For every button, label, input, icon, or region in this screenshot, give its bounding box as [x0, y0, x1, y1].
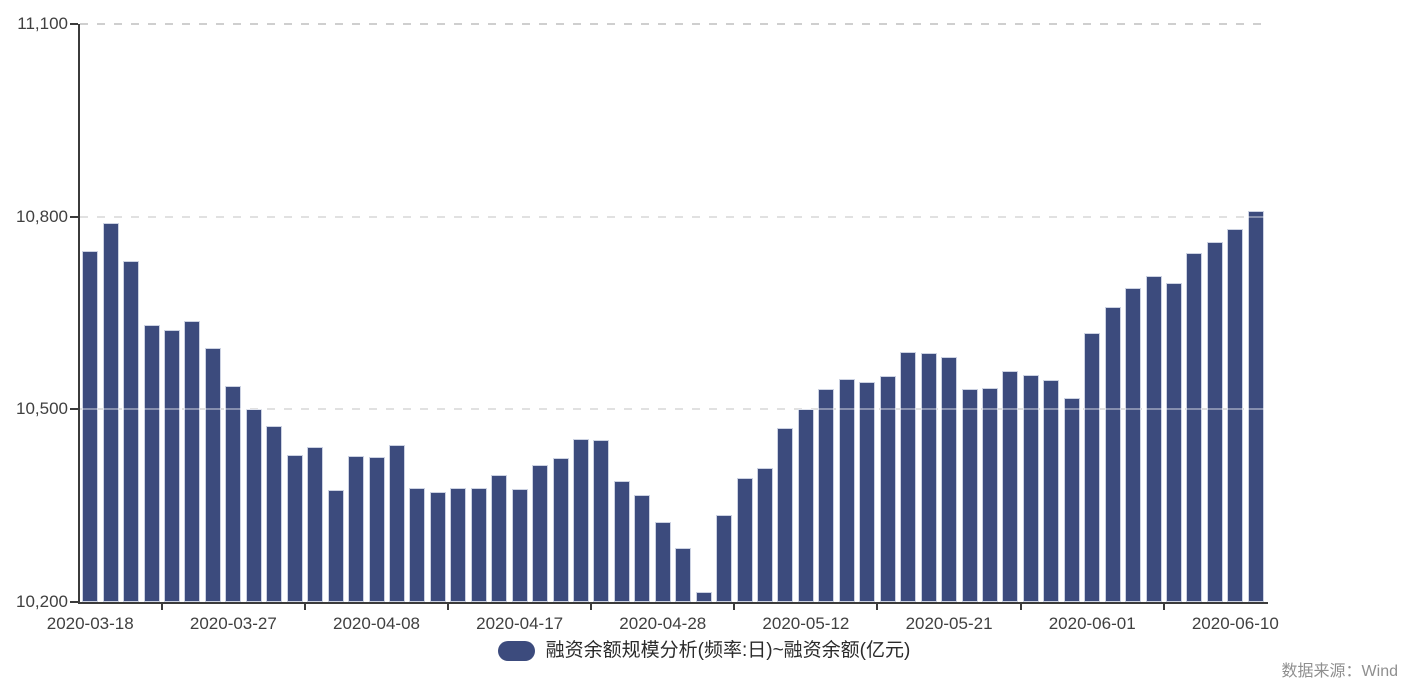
bar[interactable]	[572, 438, 589, 602]
x-axis-tick-label: 2020-03-18	[46, 614, 134, 633]
bar[interactable]	[1247, 210, 1264, 602]
bar[interactable]	[654, 521, 671, 602]
bar[interactable]	[777, 427, 794, 602]
x-axis-tick-label: 2020-04-08	[333, 614, 420, 633]
bar[interactable]	[491, 474, 508, 602]
bar[interactable]	[920, 352, 937, 602]
bar[interactable]	[1104, 306, 1121, 602]
bar[interactable]	[204, 347, 221, 602]
bar[interactable]	[838, 378, 855, 602]
x-axis-tick	[590, 604, 593, 610]
bar[interactable]	[593, 439, 610, 602]
bar[interactable]	[1145, 275, 1162, 602]
x-axis-tick	[733, 604, 736, 610]
data-source-label: 数据来源：Wind	[1281, 663, 1398, 680]
bar[interactable]	[266, 426, 283, 602]
bar[interactable]	[1043, 379, 1060, 602]
y-axis-tick-label: 10,500	[16, 399, 68, 419]
gridline-overlay	[80, 215, 1266, 218]
bar[interactable]	[859, 382, 876, 602]
bar[interactable]	[164, 329, 181, 602]
x-axis-tick-label: 2020-05-12	[762, 614, 850, 633]
x-axis-tick-label: 2020-04-28	[619, 614, 707, 633]
gridline	[80, 215, 1266, 218]
bar[interactable]	[348, 455, 365, 602]
y-axis-line	[78, 24, 80, 604]
bar[interactable]	[1125, 287, 1142, 602]
x-axis-tick	[303, 604, 306, 610]
bar[interactable]	[123, 260, 140, 602]
bar[interactable]	[1206, 241, 1223, 602]
gridline	[80, 23, 1266, 25]
bar[interactable]	[797, 408, 814, 602]
x-axis-line	[78, 602, 1268, 604]
bar[interactable]	[1227, 228, 1244, 602]
legend-swatch-icon	[497, 641, 535, 661]
bar[interactable]	[1165, 282, 1182, 602]
bar[interactable]	[511, 488, 528, 602]
x-axis-tick	[1019, 604, 1022, 610]
bar[interactable]	[388, 445, 405, 602]
bar[interactable]	[1022, 374, 1039, 602]
legend-item[interactable]: 融资余额规模分析(频率:日)~融资余额(亿元)	[497, 640, 911, 662]
x-axis-tick	[447, 604, 450, 610]
bar[interactable]	[818, 388, 835, 602]
bar[interactable]	[695, 591, 712, 602]
bar[interactable]	[981, 387, 998, 602]
bar[interactable]	[900, 352, 917, 602]
bar[interactable]	[470, 488, 487, 602]
bar[interactable]	[450, 488, 467, 602]
x-axis-tick	[160, 604, 163, 610]
bar[interactable]	[327, 490, 344, 602]
bar[interactable]	[1002, 371, 1019, 602]
bar[interactable]	[143, 324, 160, 602]
gridline-overlay	[80, 408, 1266, 411]
bar[interactable]	[532, 465, 549, 602]
y-axis-tick	[70, 23, 78, 25]
bar[interactable]	[941, 357, 958, 602]
y-axis-tick-label: 10,800	[16, 206, 68, 226]
bar[interactable]	[286, 454, 303, 602]
legend: 融资余额规模分析(频率:日)~融资余额(亿元)	[0, 640, 1408, 662]
y-axis-tick	[70, 408, 78, 411]
bar[interactable]	[716, 515, 733, 602]
y-axis-tick	[70, 215, 78, 218]
y-axis-tick-label: 10,200	[16, 592, 68, 611]
bar[interactable]	[307, 446, 324, 602]
plot-area	[80, 23, 1266, 602]
bar[interactable]	[1186, 253, 1203, 602]
bar[interactable]	[634, 494, 651, 602]
x-axis-tick-label: 2020-04-17	[476, 614, 564, 633]
x-axis-tick	[1162, 604, 1165, 610]
legend-label: 融资余额规模分析(频率:日)~融资余额(亿元)	[545, 640, 911, 661]
bar[interactable]	[879, 375, 896, 602]
bar[interactable]	[675, 548, 692, 602]
x-axis-tick	[876, 604, 879, 610]
bar[interactable]	[613, 481, 630, 602]
bar[interactable]	[368, 456, 385, 602]
bar[interactable]	[1084, 332, 1101, 602]
bar[interactable]	[245, 409, 262, 602]
bar[interactable]	[225, 385, 242, 602]
bar[interactable]	[429, 491, 446, 602]
bar[interactable]	[961, 388, 978, 602]
bar[interactable]	[102, 223, 119, 602]
bar[interactable]	[552, 458, 569, 602]
bar[interactable]	[1063, 397, 1080, 602]
bar[interactable]	[184, 321, 201, 602]
x-axis-tick-label: 2020-05-21	[905, 614, 993, 633]
bar[interactable]	[82, 251, 99, 602]
bar[interactable]	[757, 467, 774, 602]
bar[interactable]	[736, 478, 753, 602]
y-axis-tick	[70, 601, 78, 603]
gridline	[80, 408, 1266, 411]
x-axis-tick-label: 2020-06-01	[1048, 614, 1136, 633]
bar[interactable]	[409, 487, 426, 602]
x-axis-tick-label: 2020-06-10	[1191, 614, 1279, 633]
y-axis-tick-label: 11,100	[17, 14, 68, 33]
x-axis-tick-label: 2020-03-27	[189, 614, 277, 633]
